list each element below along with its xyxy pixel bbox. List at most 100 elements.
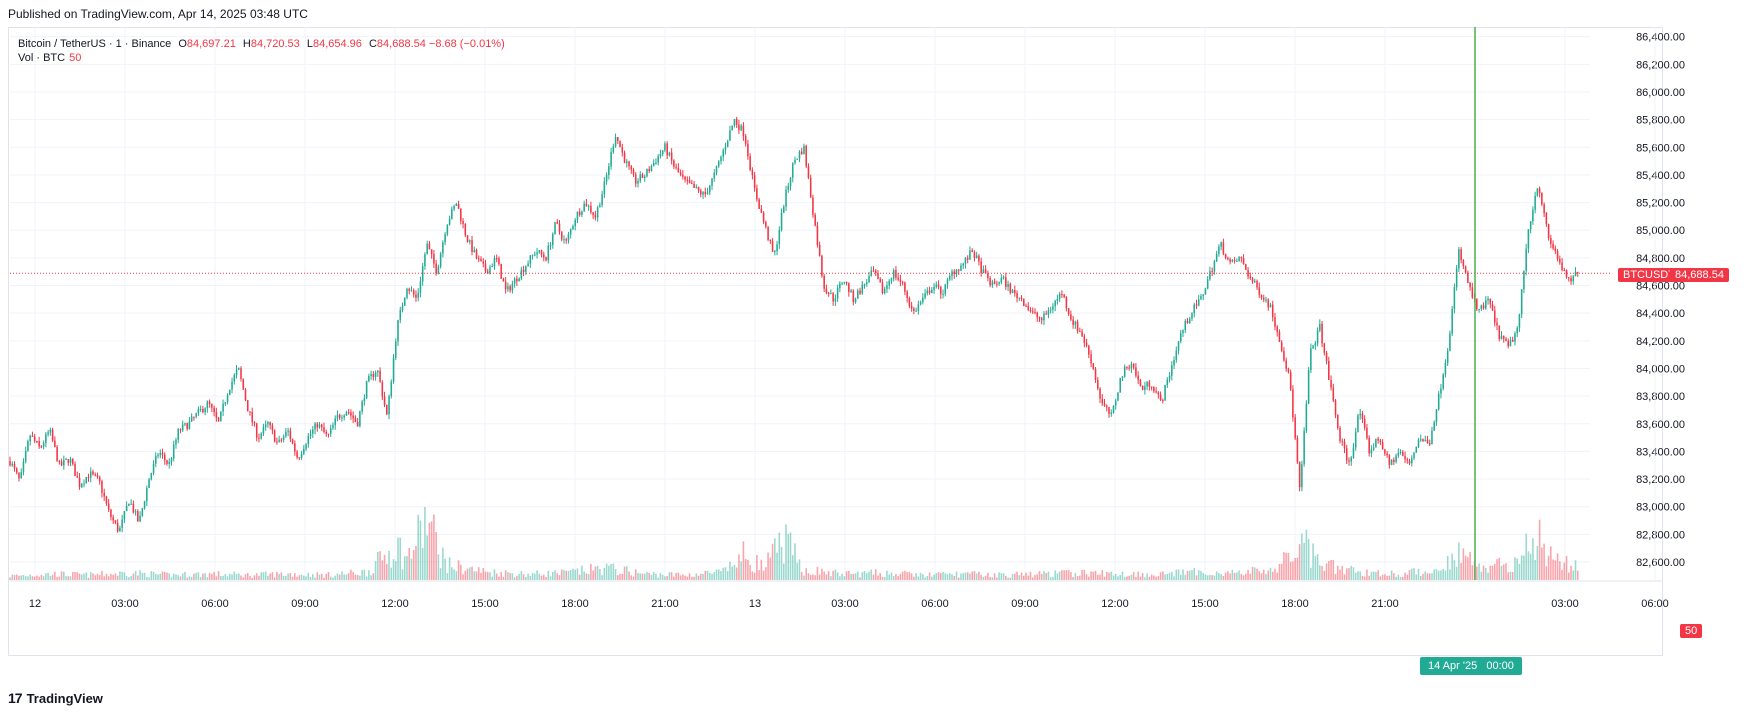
candle-body: [518, 278, 520, 282]
volume-bar: [316, 572, 319, 580]
candle-body: [181, 424, 184, 431]
volume-bar: [424, 506, 426, 580]
candle-body: [868, 275, 870, 283]
footer-brand[interactable]: TradingView: [26, 690, 103, 706]
volume-bar: [157, 574, 159, 580]
candle-body: [1408, 460, 1411, 464]
volume-bar: [184, 571, 186, 580]
legend-symbol[interactable]: Bitcoin / TetherUS · 1 · Binance: [18, 38, 172, 50]
candle-body: [179, 429, 182, 431]
candle-body: [800, 151, 803, 154]
volume-bar: [181, 573, 184, 580]
candle-body: [491, 266, 493, 268]
volume-bar: [870, 569, 873, 580]
volume-bar: [146, 577, 148, 580]
candle-body: [807, 166, 810, 178]
volume-bar: [733, 564, 736, 580]
volume-bar: [1009, 577, 1012, 580]
volume-bar: [1209, 574, 1211, 580]
volume-bar: [1552, 559, 1554, 580]
legend-close-label: C: [368, 38, 377, 50]
volume-bar: [639, 573, 642, 580]
candle-body: [1413, 452, 1415, 459]
candle-body: [112, 517, 114, 521]
candle-body: [363, 398, 366, 402]
candle-body: [1310, 348, 1312, 371]
candle-body: [1411, 458, 1413, 464]
volume-bar: [1079, 575, 1081, 580]
volume-bar: [271, 572, 274, 580]
candle-body: [1251, 278, 1254, 282]
volume-bar: [1265, 574, 1267, 580]
volume-bar: [1419, 576, 1422, 580]
volume-bar: [105, 573, 108, 580]
candle-body: [1175, 350, 1178, 361]
candle-body: [1072, 319, 1074, 325]
candle-body: [1547, 224, 1550, 239]
volume-bar: [85, 572, 88, 580]
volume-bar: [1343, 574, 1346, 580]
candle-body: [1027, 305, 1030, 310]
candle-body: [327, 433, 330, 435]
volume-bar: [715, 569, 718, 580]
candle-body: [897, 277, 899, 280]
x-tick-label: 15:00: [1191, 598, 1219, 610]
volume-bar: [101, 571, 103, 580]
volume-bar: [578, 574, 581, 580]
volume-bar: [1446, 556, 1449, 580]
volume-bar: [783, 563, 785, 580]
candle-body: [1247, 269, 1249, 277]
candle-body: [110, 509, 112, 518]
volume-bar: [435, 532, 437, 580]
y-tick-label: 84,200.00: [1636, 336, 1685, 348]
candle-body: [617, 137, 619, 141]
candle-body: [726, 140, 729, 147]
volume-legend-label[interactable]: Vol · BTC: [18, 52, 66, 64]
candle-body: [47, 432, 49, 435]
volume-bar: [1458, 542, 1460, 580]
volume-bar: [433, 514, 435, 580]
volume-bar: [556, 573, 559, 580]
volume-bar: [1379, 576, 1382, 580]
candle-body: [1370, 449, 1373, 454]
candle-body: [836, 288, 839, 299]
volume-bar: [285, 575, 287, 580]
candle-body: [551, 234, 554, 246]
candle-body: [1406, 459, 1409, 461]
volume-bar: [1283, 552, 1285, 580]
volume-bar: [329, 576, 332, 580]
candle-body: [343, 415, 345, 418]
candle-body: [130, 503, 132, 505]
volume-bar: [742, 541, 745, 580]
candle-body: [1565, 270, 1568, 278]
candle-body: [477, 258, 480, 260]
volume-bar: [363, 569, 366, 580]
candle-body: [1496, 322, 1498, 326]
volume-bar: [406, 556, 408, 580]
volume-bar: [1352, 567, 1355, 580]
volume-bar: [1431, 573, 1433, 580]
volume-bar: [199, 576, 202, 580]
candle-body: [731, 125, 733, 131]
candle-body: [915, 310, 917, 312]
candle-body: [1022, 299, 1025, 306]
volume-bar: [821, 568, 823, 580]
volume-bar: [60, 571, 63, 580]
tradingview-logo-icon[interactable]: 17: [8, 690, 23, 706]
volume-bar: [1034, 574, 1036, 580]
candle-body: [54, 440, 56, 447]
candle-body: [650, 165, 653, 172]
candle-body: [1179, 333, 1182, 342]
volume-bar: [1072, 577, 1074, 580]
volume-bar: [599, 568, 601, 580]
volume-bar: [1386, 575, 1388, 580]
volume-bar: [1267, 570, 1270, 580]
x-tick-label: 13: [749, 598, 761, 610]
volume-bar: [975, 573, 978, 580]
candle-body: [1303, 430, 1305, 465]
volume-bar: [1130, 574, 1133, 580]
volume-bar: [1325, 563, 1328, 580]
volume-bar: [410, 558, 413, 580]
volume-bar: [655, 573, 657, 580]
